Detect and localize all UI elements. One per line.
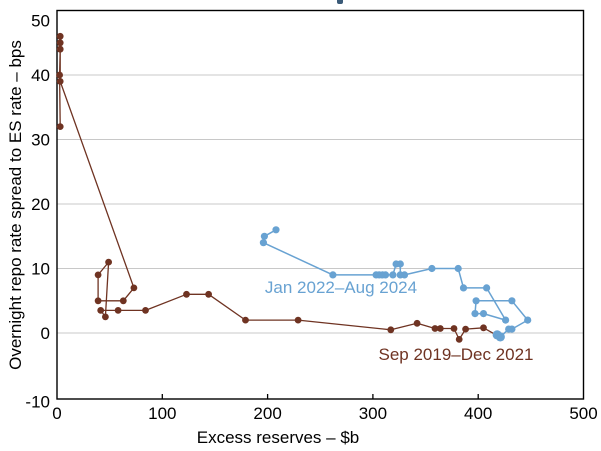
data-point-s1-5 (508, 297, 516, 305)
data-point-s0-2 (56, 45, 64, 53)
data-point-s1-6 (472, 297, 480, 305)
y-tick-label-40: 40 (31, 66, 50, 85)
cut-off-title-remnant (337, 0, 343, 4)
data-point-s1-1 (495, 332, 505, 342)
y-tick-label-10: 10 (31, 260, 50, 279)
data-point-s1-8 (479, 310, 488, 318)
data-point-s0-4 (56, 32, 64, 40)
data-point-s1-25 (260, 232, 268, 240)
series-label-sep2019-dec2021: Sep 2019–Dec 2021 (378, 345, 534, 364)
y-tick-label-20: 20 (31, 195, 50, 214)
data-point-s0-3 (56, 39, 64, 47)
x-tick-label-0: 0 (52, 404, 61, 423)
data-point-s0-18 (294, 316, 302, 324)
data-point-s1-13 (428, 264, 436, 273)
data-point-s0-23 (450, 325, 458, 332)
data-point-s0-13 (114, 307, 122, 314)
data-point-s0-10 (105, 258, 112, 266)
data-point-s1-11 (459, 284, 468, 292)
data-point-s0-20 (413, 319, 421, 327)
x-tick-label-200: 200 (253, 404, 281, 423)
data-point-s0-7 (119, 297, 127, 305)
data-point-s1-23 (329, 271, 337, 279)
data-point-s0-14 (142, 307, 149, 314)
data-point-s0-24 (455, 336, 463, 343)
y-tick-label-50: 50 (31, 12, 50, 31)
x-tick-label-500: 500 (569, 404, 597, 423)
data-point-s1-18 (389, 271, 397, 279)
data-point-s1-4 (524, 316, 532, 324)
data-point-s0-5 (56, 78, 64, 85)
series-line-0 (58, 35, 498, 341)
data-point-s0-12 (97, 307, 105, 314)
data-point-s0-6 (130, 284, 138, 292)
data-point-s0-15 (183, 290, 190, 298)
data-point-s0-21 (431, 325, 439, 332)
y-tick-label--10: -10 (25, 393, 50, 412)
data-point-s0-1 (56, 71, 63, 79)
y-tick-label-0: 0 (41, 324, 50, 343)
data-point-s1-17 (392, 260, 400, 268)
data-point-s1-10 (483, 284, 491, 292)
data-point-s1-26 (272, 226, 280, 234)
x-axis-title: Excess reserves – $b (196, 428, 360, 447)
y-tick-label-30: 30 (31, 131, 50, 150)
data-point-s1-3 (508, 325, 516, 333)
data-point-s1-7 (471, 310, 479, 318)
data-point-s1-15 (396, 271, 404, 279)
data-point-s1-12 (454, 264, 462, 273)
data-point-s1-22 (372, 271, 380, 279)
data-point-s0-25 (462, 325, 469, 333)
data-point-s0-9 (94, 271, 102, 279)
data-point-s0-0 (56, 123, 64, 130)
data-point-s0-8 (94, 297, 102, 305)
data-point-s0-22 (436, 325, 444, 332)
data-point-s0-16 (205, 290, 213, 298)
data-point-s0-26 (480, 324, 487, 332)
x-tick-label-400: 400 (464, 404, 492, 423)
data-point-s0-11 (102, 313, 109, 321)
data-point-s1-24 (259, 239, 267, 247)
data-point-s0-17 (242, 316, 249, 324)
data-point-s0-19 (387, 326, 395, 334)
x-tick-label-300: 300 (359, 404, 387, 423)
data-point-s1-9 (502, 316, 510, 324)
x-tick-label-100: 100 (148, 404, 176, 423)
series-label-jan2022-aug2024: Jan 2022–Aug 2024 (264, 278, 418, 297)
axis-border (56, 9, 585, 400)
